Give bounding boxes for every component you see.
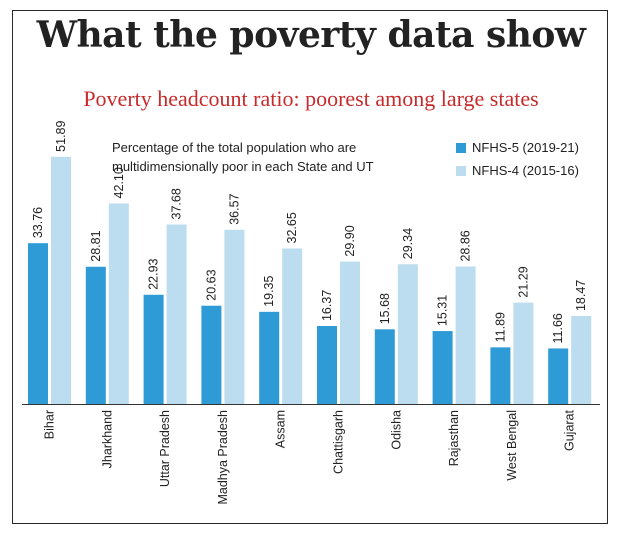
- legend-item-nfhs5: NFHS-5 (2019-21): [456, 138, 579, 157]
- bar-nfhs4: [282, 248, 303, 404]
- bar-nfhs4: [166, 224, 187, 404]
- data-label: 32.65: [285, 212, 299, 243]
- data-label: 22.93: [147, 258, 161, 289]
- category-label: Odisha: [389, 410, 403, 450]
- bar-nfhs5: [259, 311, 280, 404]
- bar-nfhs4: [455, 266, 476, 404]
- data-label: 20.63: [204, 269, 218, 300]
- data-label: 42.10: [112, 167, 126, 198]
- category-label: Uttar Pradesh: [158, 410, 172, 487]
- legend-swatch-nfhs4: [456, 165, 466, 176]
- data-label: 29.90: [343, 225, 357, 256]
- page-title: What the poverty data show: [36, 14, 586, 56]
- bar-nfhs4: [51, 156, 71, 404]
- data-label: 15.68: [378, 293, 392, 324]
- data-label: 21.29: [516, 266, 530, 297]
- category-label: Jharkhand: [100, 410, 114, 468]
- category-label: Madhya Pradesh: [216, 410, 230, 505]
- chart-note-line-2: multidimensionally poor in each State an…: [112, 159, 374, 174]
- bar-nfhs4: [108, 203, 129, 404]
- chart-frame: [12, 10, 608, 524]
- legend-label-nfhs5: NFHS-5 (2019-21): [472, 140, 579, 155]
- category-label: Rajasthan: [447, 410, 461, 466]
- bar-nfhs5: [432, 331, 453, 404]
- bar-nfhs4: [340, 261, 360, 404]
- chart-note: Percentage of the total population who a…: [112, 138, 432, 176]
- data-label: 33.76: [31, 207, 45, 238]
- bar-nfhs4: [513, 302, 534, 404]
- data-label: 37.68: [170, 188, 184, 219]
- bar-nfhs5: [317, 326, 337, 404]
- bar-nfhs4: [224, 229, 245, 404]
- category-label: West Bengal: [505, 410, 519, 481]
- data-label: 19.35: [262, 275, 276, 306]
- bar-nfhs4: [397, 264, 418, 404]
- bar-nfhs5: [201, 305, 222, 404]
- data-label: 11.66: [551, 313, 565, 343]
- data-label: 36.57: [227, 193, 241, 224]
- legend: NFHS-5 (2019-21) NFHS-4 (2015-16): [456, 138, 579, 184]
- data-label: 28.81: [89, 230, 103, 261]
- bar-nfhs4: [571, 316, 592, 404]
- category-label: Gujarat: [563, 409, 577, 451]
- bar-nfhs5: [28, 243, 48, 404]
- legend-label-nfhs4: NFHS-4 (2015-16): [472, 163, 579, 178]
- bar-nfhs5: [374, 329, 395, 404]
- bar-nfhs5: [548, 348, 569, 404]
- bar-nfhs5: [143, 294, 164, 404]
- legend-item-nfhs4: NFHS-4 (2015-16): [456, 161, 579, 180]
- data-label: 18.47: [574, 280, 588, 311]
- legend-swatch-nfhs5: [456, 142, 466, 153]
- data-label: 15.31: [436, 295, 450, 326]
- bar-nfhs5: [490, 347, 511, 404]
- data-label: 29.34: [401, 228, 415, 259]
- chart-note-line-1: Percentage of the total population who a…: [112, 140, 357, 155]
- category-label: Assam: [274, 410, 288, 448]
- bar-nfhs5: [85, 266, 106, 404]
- data-label: 51.89: [54, 120, 68, 151]
- data-label: 28.86: [459, 230, 473, 261]
- category-label: Bihar: [43, 410, 57, 439]
- data-label: 16.37: [320, 290, 334, 321]
- chart-subtitle: Poverty headcount ratio: poorest among l…: [83, 86, 539, 111]
- category-label: Chattisgarh: [332, 410, 346, 474]
- data-label: 11.89: [493, 312, 507, 342]
